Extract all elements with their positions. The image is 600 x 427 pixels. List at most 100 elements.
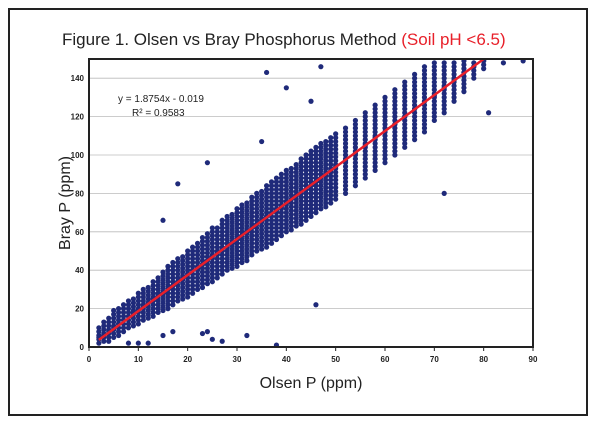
data-point	[125, 302, 132, 308]
data-point	[352, 156, 358, 162]
data-point	[259, 234, 265, 241]
data-point	[342, 125, 349, 131]
data-point	[244, 211, 250, 218]
data-point	[165, 298, 171, 304]
data-point	[308, 198, 314, 204]
data-point	[313, 163, 319, 170]
data-point	[313, 156, 319, 162]
data-point	[352, 125, 358, 131]
data-point	[342, 144, 349, 150]
data-point	[323, 177, 329, 183]
data-point	[234, 248, 240, 254]
data-point	[249, 236, 255, 243]
data-point	[352, 144, 358, 150]
data-point	[268, 221, 275, 227]
data-point	[165, 282, 171, 289]
data-point	[209, 225, 215, 231]
data-point	[352, 167, 358, 173]
data-point	[392, 148, 398, 154]
data-point	[239, 259, 245, 266]
data-point	[362, 114, 368, 120]
data-point	[298, 167, 304, 173]
data-point	[412, 71, 418, 77]
data-point	[229, 231, 235, 237]
data-point	[199, 281, 206, 287]
data-point	[303, 156, 309, 162]
data-point	[342, 179, 349, 185]
data-point	[204, 238, 210, 244]
data-point	[288, 169, 294, 175]
data-point	[204, 242, 210, 248]
data-point	[190, 290, 196, 296]
data-point	[244, 208, 250, 214]
data-point	[106, 315, 112, 321]
data-point	[333, 188, 339, 195]
data-point	[229, 219, 235, 225]
data-point	[431, 79, 437, 85]
data-point	[209, 236, 215, 243]
data-point	[111, 311, 117, 317]
data-point	[318, 160, 324, 166]
data-point	[451, 87, 457, 93]
data-point	[239, 256, 245, 262]
data-point	[461, 77, 467, 83]
data-point	[392, 114, 398, 120]
data-point	[239, 221, 245, 227]
data-point	[249, 252, 255, 258]
data-point	[362, 167, 368, 173]
x-tick-label: 60	[381, 355, 390, 364]
data-point	[96, 325, 102, 331]
data-point	[402, 129, 408, 135]
data-point	[175, 263, 181, 269]
data-point	[239, 225, 245, 231]
data-point	[323, 192, 329, 198]
data-point	[352, 175, 358, 181]
data-point	[160, 277, 166, 283]
data-point	[259, 188, 265, 195]
data-point	[145, 340, 151, 346]
data-point	[160, 269, 166, 275]
data-point	[224, 233, 230, 239]
data-point	[268, 179, 275, 185]
data-point	[259, 227, 265, 233]
data-point	[328, 142, 334, 148]
data-point	[421, 75, 428, 81]
data-point	[135, 321, 141, 327]
data-point	[194, 248, 201, 254]
x-tick-label: 50	[331, 355, 340, 364]
data-point	[382, 106, 388, 112]
data-point	[328, 192, 334, 198]
data-point	[372, 125, 378, 131]
data-point	[204, 265, 210, 271]
data-point	[313, 198, 319, 204]
data-point	[180, 292, 186, 298]
data-point	[264, 194, 270, 200]
data-point	[135, 302, 141, 308]
data-point	[150, 313, 156, 319]
title-text: Figure 1. Olsen vs Bray Phosphorus Metho…	[62, 30, 397, 49]
data-point	[372, 117, 378, 124]
data-point	[160, 300, 166, 306]
data-point	[254, 194, 260, 200]
data-point	[313, 202, 319, 208]
data-point	[244, 204, 250, 210]
data-point	[170, 290, 176, 296]
data-point	[303, 152, 309, 158]
data-point	[461, 62, 467, 68]
data-point	[293, 200, 299, 206]
data-point	[268, 217, 275, 223]
data-point	[180, 254, 186, 260]
data-point	[298, 210, 304, 216]
data-point	[165, 271, 171, 277]
data-point	[451, 67, 457, 74]
data-point	[170, 302, 176, 308]
title-subtitle: (Soil pH <6.5)	[401, 30, 506, 49]
data-point	[412, 87, 418, 93]
data-point	[298, 160, 304, 166]
data-point	[160, 304, 166, 310]
data-point	[293, 173, 299, 179]
data-point	[313, 186, 319, 193]
data-point	[239, 236, 245, 243]
data-point	[441, 90, 447, 97]
